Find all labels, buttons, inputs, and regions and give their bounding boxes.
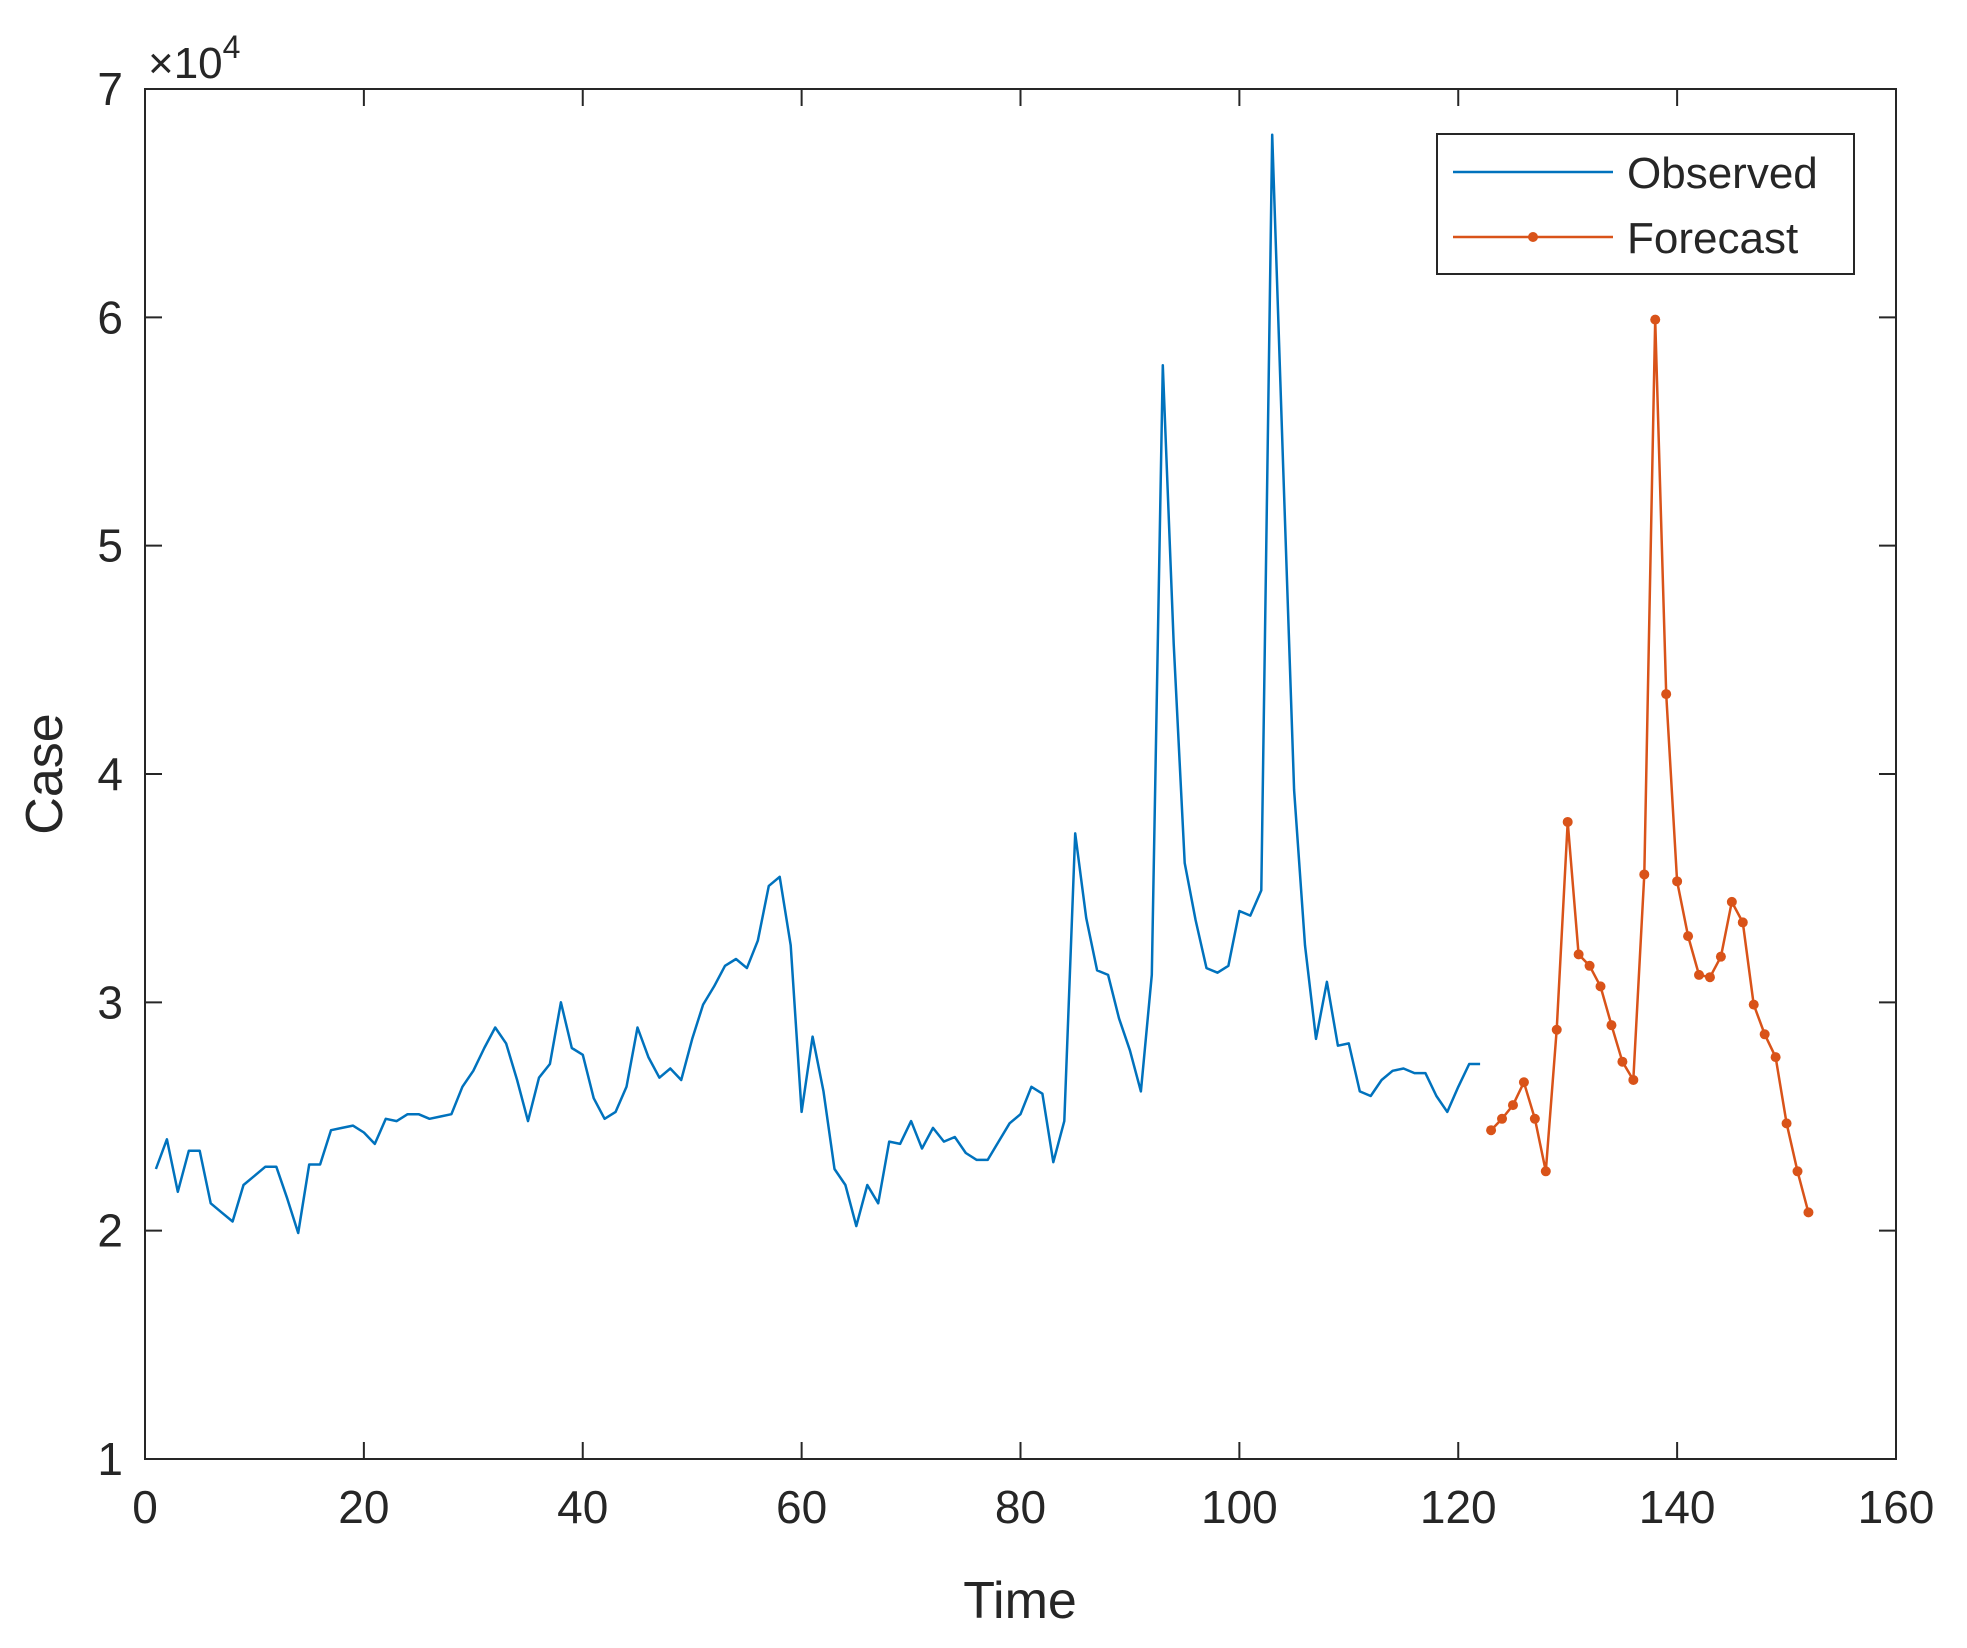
data-point-forecast bbox=[1650, 314, 1661, 325]
data-point-forecast bbox=[1584, 960, 1595, 971]
x-tick-label: 20 bbox=[338, 1481, 389, 1533]
data-point-forecast bbox=[1507, 1100, 1518, 1111]
data-point-forecast bbox=[1770, 1052, 1781, 1063]
data-point-forecast bbox=[1781, 1118, 1792, 1129]
legend-box bbox=[1436, 133, 1855, 275]
data-point-forecast bbox=[1573, 949, 1584, 960]
data-point-forecast bbox=[1759, 1029, 1770, 1040]
data-point-forecast bbox=[1529, 1113, 1540, 1124]
data-point-forecast bbox=[1737, 917, 1748, 928]
data-point-forecast bbox=[1606, 1020, 1617, 1031]
series-line-observed bbox=[154, 133, 1481, 1235]
data-point-forecast bbox=[1672, 876, 1683, 887]
x-axis-label: Time bbox=[963, 1572, 1077, 1630]
data-point-forecast bbox=[1748, 999, 1759, 1010]
data-point-forecast bbox=[1562, 816, 1573, 827]
data-point-forecast bbox=[1639, 869, 1650, 880]
x-axis-ticks: 0 20 40 60 80 100 120 140 160 bbox=[132, 89, 1934, 1533]
x-tick-label: 120 bbox=[1420, 1481, 1497, 1533]
legend: Observed Forecast bbox=[1436, 133, 1855, 275]
data-point-forecast bbox=[1715, 951, 1726, 962]
data-point-forecast bbox=[1540, 1166, 1551, 1177]
y-tick-label: 3 bbox=[97, 976, 123, 1028]
data-point-forecast bbox=[1661, 689, 1672, 700]
x-tick-label: 160 bbox=[1858, 1481, 1935, 1533]
legend-marker-forecast bbox=[1528, 232, 1538, 242]
data-point-forecast bbox=[1518, 1077, 1529, 1088]
x-tick-label: 80 bbox=[995, 1481, 1046, 1533]
series-line-forecast bbox=[1490, 318, 1810, 1213]
legend-label-observed: Observed bbox=[1627, 149, 1818, 198]
data-point-forecast bbox=[1694, 969, 1705, 980]
y-tick-label: 2 bbox=[97, 1205, 123, 1257]
data-point-forecast bbox=[1551, 1024, 1562, 1035]
data-point-forecast bbox=[1704, 972, 1715, 983]
y-axis-ticks: 1 2 3 4 5 6 7 bbox=[97, 63, 1896, 1485]
data-point-forecast bbox=[1617, 1056, 1628, 1067]
y-tick-label: 1 bbox=[97, 1433, 123, 1485]
y-axis-label: Case bbox=[16, 713, 74, 834]
y-tick-label: 7 bbox=[97, 63, 123, 115]
y-tick-label: 5 bbox=[97, 520, 123, 572]
data-point-forecast bbox=[1595, 981, 1606, 992]
x-tick-label: 60 bbox=[776, 1481, 827, 1533]
x-tick-label: 100 bbox=[1201, 1481, 1278, 1533]
data-point-forecast bbox=[1726, 896, 1737, 907]
data-point-forecast bbox=[1683, 931, 1694, 942]
x-tick-label: 40 bbox=[557, 1481, 608, 1533]
data-point-forecast bbox=[1792, 1166, 1803, 1177]
data-point-forecast bbox=[1803, 1207, 1814, 1218]
y-exponent-label: ×104 bbox=[148, 29, 240, 88]
y-tick-label: 4 bbox=[97, 748, 123, 800]
data-point-forecast bbox=[1497, 1113, 1508, 1124]
series-layer bbox=[154, 133, 1814, 1235]
legend-label-forecast: Forecast bbox=[1627, 214, 1798, 263]
data-point-forecast bbox=[1486, 1125, 1497, 1136]
plot-area bbox=[144, 88, 1897, 1460]
data-point-forecast bbox=[1628, 1074, 1639, 1085]
y-exponent-power: 4 bbox=[223, 29, 241, 65]
y-tick-label: 6 bbox=[97, 291, 123, 343]
x-tick-label: 140 bbox=[1639, 1481, 1716, 1533]
x-tick-label: 0 bbox=[132, 1481, 158, 1533]
y-exponent-base: ×10 bbox=[148, 39, 223, 88]
